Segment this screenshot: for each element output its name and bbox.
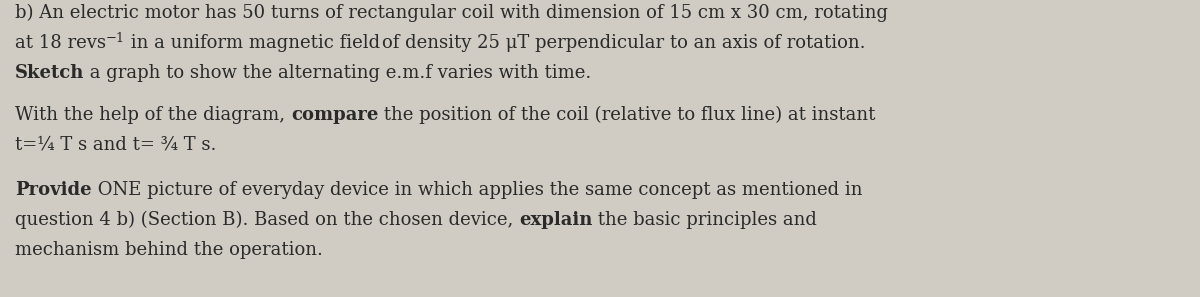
Text: at 18 revs: at 18 revs	[14, 34, 106, 52]
Text: Sketch: Sketch	[14, 64, 84, 82]
Text: mechanism behind the operation.: mechanism behind the operation.	[14, 241, 323, 259]
Text: ONE picture of everyday device in which applies the same concept as mentioned in: ONE picture of everyday device in which …	[91, 181, 862, 199]
Text: of density 25 μT perpendicular to an axis of rotation.: of density 25 μT perpendicular to an axi…	[383, 34, 865, 52]
Text: t=¼ T s and t= ¾ T s.: t=¼ T s and t= ¾ T s.	[14, 136, 216, 154]
Text: With the help of the diagram,: With the help of the diagram,	[14, 106, 290, 124]
Text: −1: −1	[106, 31, 125, 45]
Text: the basic principles and: the basic principles and	[593, 211, 817, 229]
Text: a graph to show the alternating e.m.f varies with time.: a graph to show the alternating e.m.f va…	[84, 64, 592, 82]
Text: question 4 b) (Section B). Based on the chosen device,: question 4 b) (Section B). Based on the …	[14, 211, 520, 229]
Text: the position of the coil (relative to flux line) at instant: the position of the coil (relative to fl…	[378, 106, 876, 124]
Text: in a uniform magnetic field: in a uniform magnetic field	[125, 34, 380, 52]
Text: explain: explain	[520, 211, 593, 229]
Text: compare: compare	[290, 106, 378, 124]
Text: b) An electric motor has 50 turns of rectangular coil with dimension of 15 cm x : b) An electric motor has 50 turns of rec…	[14, 4, 888, 22]
Text: Provide: Provide	[14, 181, 91, 199]
